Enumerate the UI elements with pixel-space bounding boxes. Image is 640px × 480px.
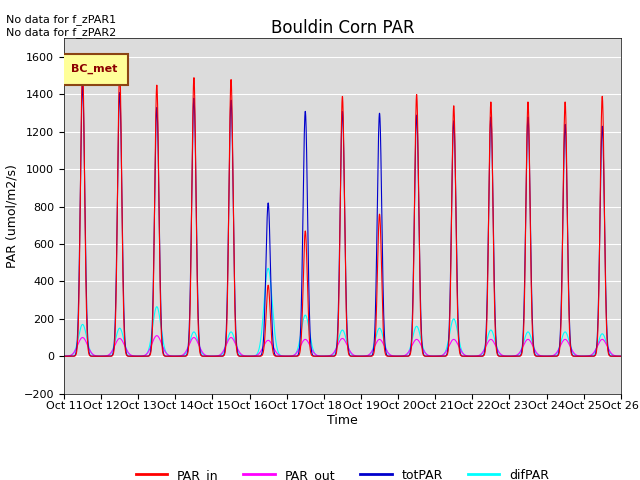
X-axis label: Time: Time xyxy=(327,414,358,427)
PAR_out xyxy=(467,353,475,359)
PAR_in xyxy=(60,353,68,359)
PAR_in xyxy=(616,353,624,359)
PAR_in xyxy=(499,353,507,359)
totPAR xyxy=(322,353,330,359)
totPAR xyxy=(60,353,68,359)
difPAR xyxy=(60,353,68,359)
Line: PAR_in: PAR_in xyxy=(64,66,621,356)
PAR_out xyxy=(161,347,168,353)
PAR_out xyxy=(60,353,68,359)
totPAR xyxy=(79,82,86,88)
totPAR xyxy=(499,353,507,359)
Line: difPAR: difPAR xyxy=(64,268,621,356)
Line: PAR_out: PAR_out xyxy=(64,336,621,356)
totPAR xyxy=(436,353,444,359)
PAR_out xyxy=(153,333,161,338)
PAR_in xyxy=(322,353,330,359)
difPAR xyxy=(264,265,272,271)
Title: Bouldin Corn PAR: Bouldin Corn PAR xyxy=(271,19,414,37)
difPAR xyxy=(160,343,168,349)
difPAR xyxy=(617,353,625,359)
totPAR xyxy=(161,352,168,358)
PAR_in xyxy=(467,353,475,359)
difPAR xyxy=(322,353,330,359)
Text: No data for f_zPAR1
No data for f_zPAR2: No data for f_zPAR1 No data for f_zPAR2 xyxy=(6,14,116,38)
totPAR xyxy=(617,353,625,359)
PAR_in xyxy=(161,353,168,359)
Legend: PAR_in, PAR_out, totPAR, difPAR: PAR_in, PAR_out, totPAR, difPAR xyxy=(131,464,554,480)
difPAR xyxy=(467,353,475,359)
PAR_in xyxy=(79,63,86,69)
Text: BC_met: BC_met xyxy=(72,64,118,74)
PAR_out xyxy=(436,353,444,359)
PAR_in xyxy=(436,353,444,359)
difPAR xyxy=(499,353,507,359)
PAR_out xyxy=(616,353,624,359)
difPAR xyxy=(436,353,444,359)
PAR_out xyxy=(499,352,507,358)
PAR_in xyxy=(617,353,625,359)
FancyBboxPatch shape xyxy=(61,54,128,84)
Line: totPAR: totPAR xyxy=(64,85,621,356)
PAR_out xyxy=(322,353,330,359)
PAR_out xyxy=(617,353,625,359)
totPAR xyxy=(467,353,475,359)
Y-axis label: PAR (umol/m2/s): PAR (umol/m2/s) xyxy=(5,164,18,268)
totPAR xyxy=(616,353,624,359)
difPAR xyxy=(616,353,624,359)
